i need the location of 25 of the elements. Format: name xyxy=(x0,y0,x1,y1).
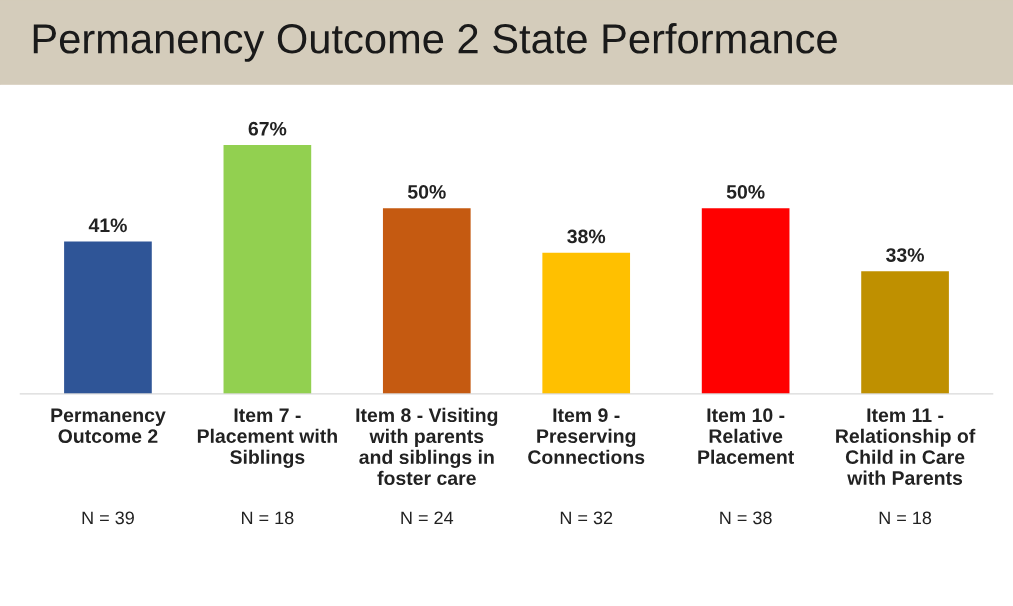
data-label: 41% xyxy=(88,218,127,233)
bar xyxy=(701,208,790,394)
x-tick-label: Item 10 - Relative Placement xyxy=(698,408,795,464)
text: N = 38 xyxy=(720,511,772,525)
chart-title: Permanency Outcome 2 State Performance xyxy=(33,23,837,62)
text: N = 24 xyxy=(401,511,454,525)
data-label: 67% xyxy=(248,121,287,136)
text: N = 39 xyxy=(82,511,134,525)
x-tick-label: Item 9 - Preserving Connections xyxy=(528,408,645,465)
bar xyxy=(223,145,312,394)
data-label: 50% xyxy=(407,184,446,199)
x-tick-label: Item 11 - Relationship of Child in Care with Parents xyxy=(836,408,976,485)
text: N = 18 xyxy=(242,511,294,525)
x-tick-label: Permanency Outcome 2 xyxy=(51,408,166,444)
bar xyxy=(64,241,152,394)
data-label: 38% xyxy=(567,229,606,244)
text: N = 32 xyxy=(560,511,613,525)
x-tick-label: Item 7 - Placement with Siblings xyxy=(197,408,337,468)
bar xyxy=(542,252,631,394)
x-tick-label: Item 8 - Visiting with parents and siblings in foster care xyxy=(356,407,498,486)
bar xyxy=(861,271,949,394)
text: N = 18 xyxy=(879,511,932,525)
bar xyxy=(382,208,471,394)
data-label: 33% xyxy=(886,248,924,262)
data-label: 50% xyxy=(726,184,765,199)
